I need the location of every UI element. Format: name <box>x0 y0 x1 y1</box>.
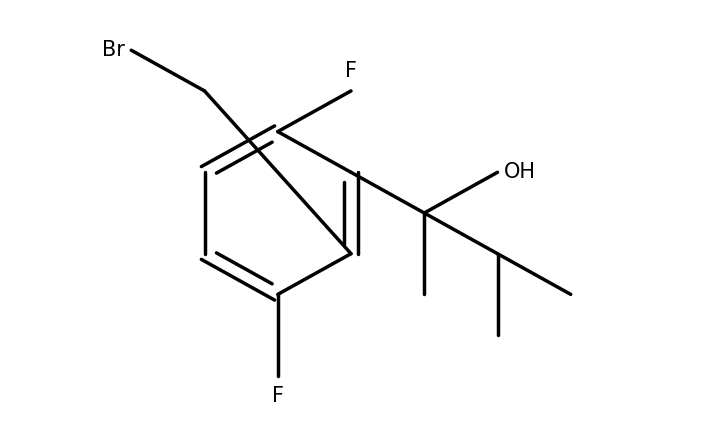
Text: OH: OH <box>504 162 536 182</box>
Text: F: F <box>345 61 357 81</box>
Text: F: F <box>272 386 284 406</box>
Text: Br: Br <box>102 40 125 60</box>
